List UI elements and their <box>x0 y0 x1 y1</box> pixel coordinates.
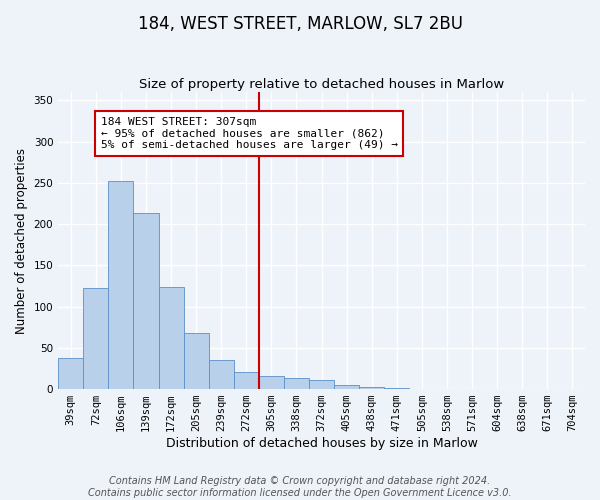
Bar <box>284 378 309 389</box>
Y-axis label: Number of detached properties: Number of detached properties <box>15 148 28 334</box>
Bar <box>133 214 158 389</box>
Bar <box>234 372 259 389</box>
Bar <box>158 287 184 389</box>
Bar <box>259 376 284 389</box>
Bar <box>359 388 385 389</box>
Bar <box>109 181 133 389</box>
Text: Contains HM Land Registry data © Crown copyright and database right 2024.
Contai: Contains HM Land Registry data © Crown c… <box>88 476 512 498</box>
Title: Size of property relative to detached houses in Marlow: Size of property relative to detached ho… <box>139 78 504 91</box>
Text: 184 WEST STREET: 307sqm
← 95% of detached houses are smaller (862)
5% of semi-de: 184 WEST STREET: 307sqm ← 95% of detache… <box>101 117 398 150</box>
Bar <box>385 388 409 389</box>
Bar <box>184 333 209 389</box>
X-axis label: Distribution of detached houses by size in Marlow: Distribution of detached houses by size … <box>166 437 478 450</box>
Bar <box>309 380 334 389</box>
Bar <box>58 358 83 389</box>
Bar <box>209 360 234 389</box>
Bar <box>83 288 109 389</box>
Text: 184, WEST STREET, MARLOW, SL7 2BU: 184, WEST STREET, MARLOW, SL7 2BU <box>137 15 463 33</box>
Bar <box>334 385 359 389</box>
